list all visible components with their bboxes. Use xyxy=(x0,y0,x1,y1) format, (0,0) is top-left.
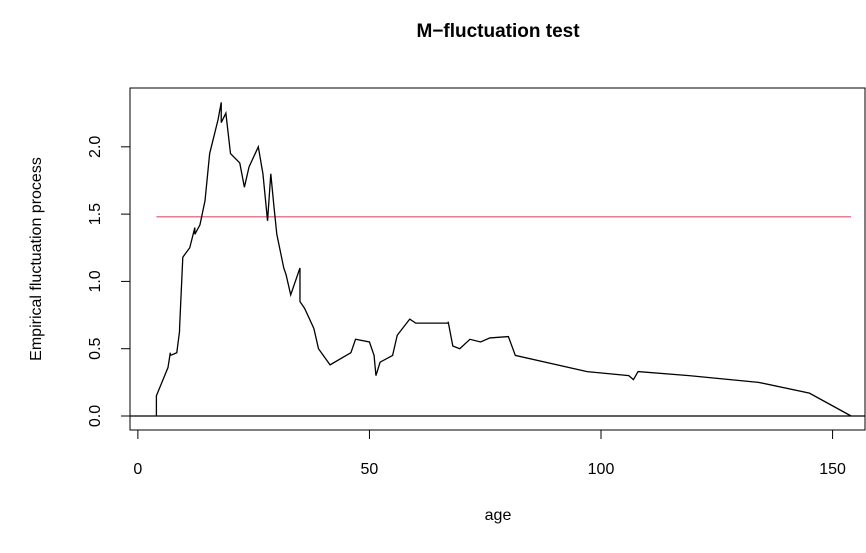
x-tick-label: 0 xyxy=(133,461,142,478)
x-tick-label: 150 xyxy=(819,461,846,478)
y-tick-label: 0.0 xyxy=(87,405,104,427)
chart-title: M−fluctuation test xyxy=(416,21,580,42)
x-tick-label: 50 xyxy=(361,461,379,478)
y-tick-label: 2.0 xyxy=(87,136,104,158)
y-tick-label: 1.0 xyxy=(87,270,104,292)
x-tick-label: 100 xyxy=(588,461,615,478)
y-axis-label: Empirical fluctuation process xyxy=(28,157,45,361)
data-line xyxy=(155,102,852,417)
x-axis-label: age xyxy=(485,507,512,524)
y-tick-label: 0.5 xyxy=(87,337,104,359)
y-tick-label: 1.5 xyxy=(87,203,104,225)
plot-frame xyxy=(129,87,866,431)
